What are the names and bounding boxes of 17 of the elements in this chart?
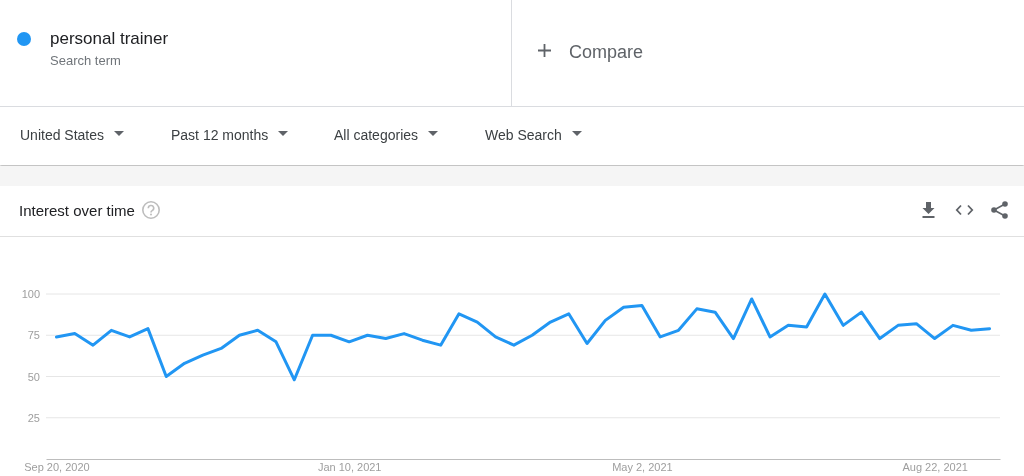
text: Search term [50, 53, 121, 68]
text: Compare [569, 42, 644, 62]
x-tick-label: Jan 10, 2021 [317, 460, 382, 473]
y-tick-label: 50 [27, 370, 40, 383]
line-series [54, 292, 992, 382]
y-tick-label: 75 [27, 329, 40, 342]
y-tick-label: 25 [27, 411, 40, 424]
x-tick-label: Sep 20, 2020 [24, 460, 90, 473]
text: All categories [334, 127, 419, 143]
legend-label: personal trainer [50, 29, 169, 48]
x-tick-label: Aug 22, 2021 [902, 460, 968, 473]
text: United States [20, 127, 105, 143]
chart-title: Interest over time [19, 202, 135, 219]
text: Web Search [485, 127, 562, 143]
y-tick-label: 100 [21, 288, 40, 301]
text: Past 12 months [171, 127, 269, 143]
x-tick-label: May 2, 2021 [612, 460, 673, 473]
